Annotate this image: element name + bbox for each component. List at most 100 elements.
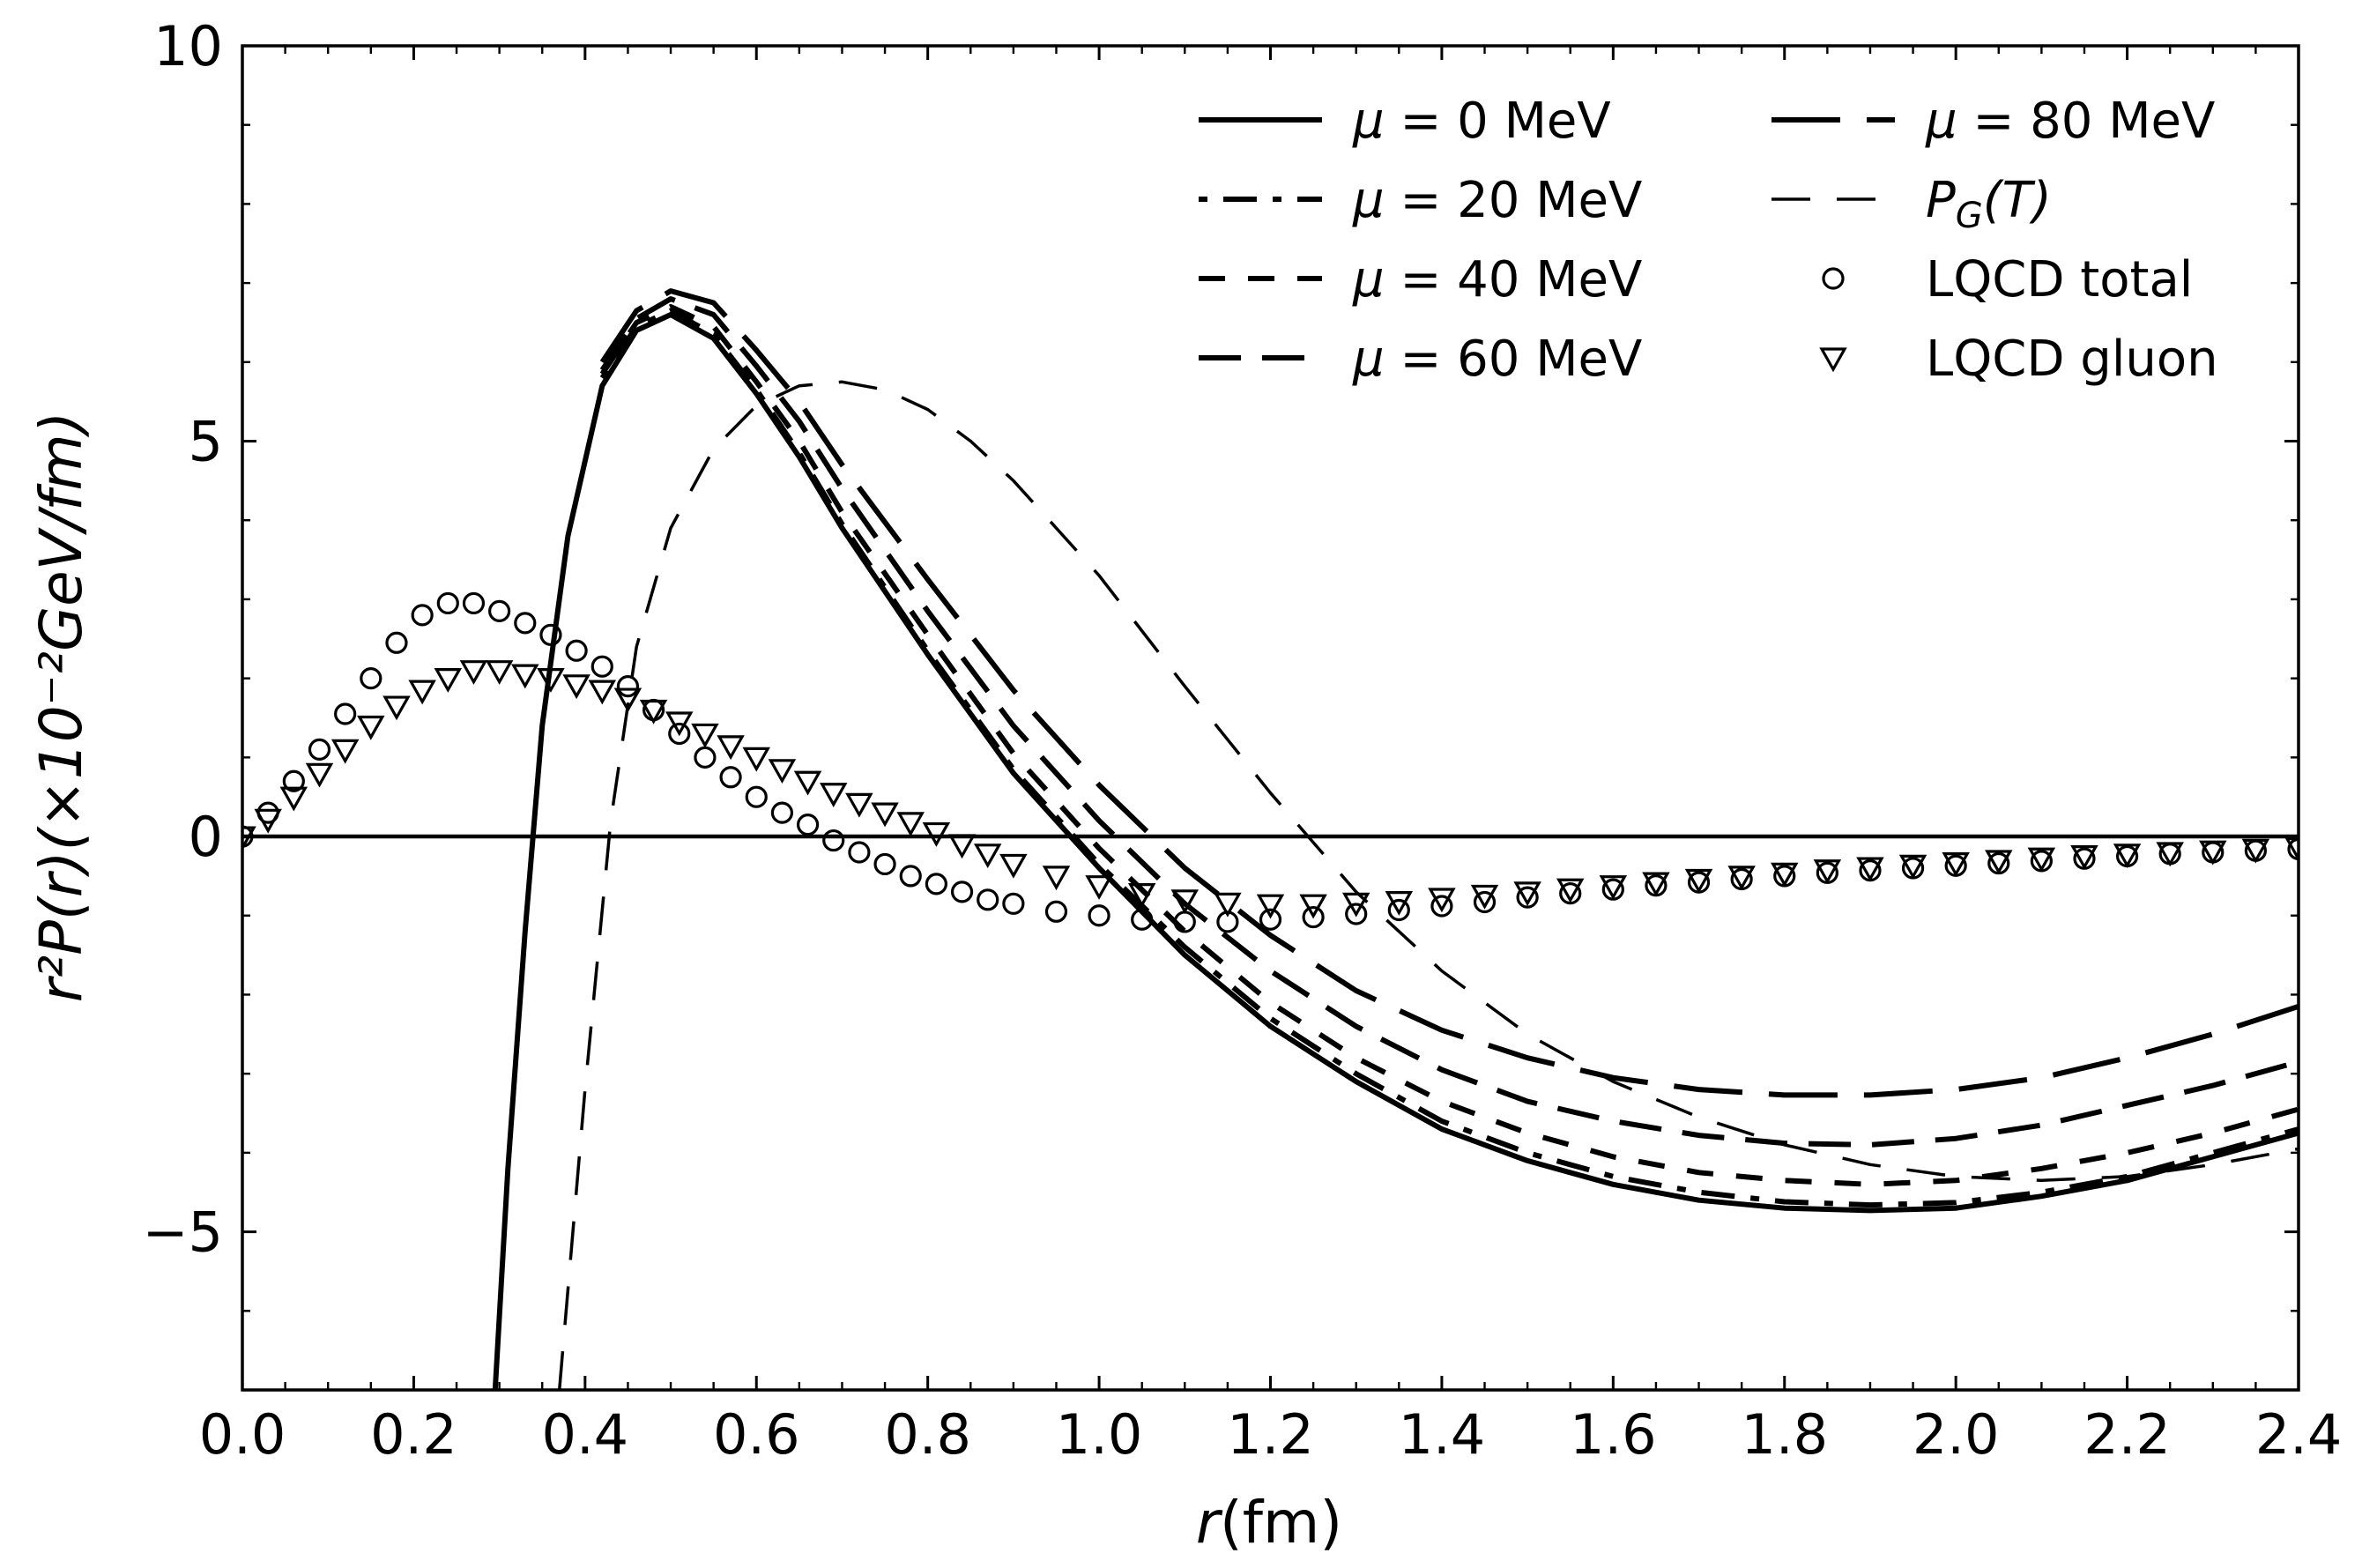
lqcd-total-point: [822, 829, 845, 852]
y-tick-label: 5: [189, 410, 223, 474]
lqcd-gluon-point: [434, 668, 463, 693]
lqcd-total-point: [514, 612, 537, 635]
y-tick-label: −5: [143, 1200, 223, 1265]
series-line-60-mev: [599, 296, 2299, 1148]
lqcd-gluon-point: [896, 812, 925, 837]
lqcd-gluon-point: [717, 735, 745, 761]
lqcd-gluon-point: [819, 783, 848, 807]
legend-label-var: P: [1926, 172, 1956, 229]
legend-label-var: μ: [1925, 93, 1957, 150]
lqcd-gluon-point: [691, 723, 719, 748]
lqcd-total-point: [411, 604, 434, 627]
legend-label-var: μ: [1352, 331, 1385, 388]
lqcd-gluon-point: [845, 792, 873, 818]
lqcd-gluon-point: [2156, 842, 2184, 867]
lqcd-total-point: [1430, 895, 1453, 918]
lqcd-gluon-point: [1127, 883, 1156, 908]
lqcd-gluon-point: [305, 762, 334, 788]
legend-label: μ = 0 MeV: [1352, 93, 1611, 150]
legend-label-rest: = 80 MeV: [1957, 93, 2216, 150]
lqcd-total-point: [2287, 837, 2299, 861]
lqcd-total-point: [719, 766, 742, 789]
lqcd-total-point: [334, 702, 357, 725]
lqcd-gluon-point: [1813, 859, 1842, 884]
x-tick-label: 0.8: [884, 1402, 971, 1467]
series-line-20-mev: [599, 308, 2299, 1208]
lqcd-gluon-point: [1942, 852, 1970, 877]
legend-label-var: μ: [1352, 251, 1385, 308]
lqcd-gluon-point: [331, 739, 360, 764]
lqcd-gluon-point: [665, 711, 694, 737]
lqcd-total-point: [770, 801, 794, 824]
lqcd-gluon-point: [1256, 894, 1285, 919]
x-tick-label: 2.4: [2255, 1402, 2343, 1467]
legend-label-var: μ: [1352, 93, 1385, 150]
plot-frame: [241, 44, 2300, 1392]
legend-label-rest: (T): [1983, 172, 2052, 229]
series-line-80-mev: [599, 288, 2299, 1098]
legend-label: μ = 20 MeV: [1352, 172, 1642, 229]
x-tick-label: 0.4: [542, 1402, 629, 1467]
x-tick-label: 1.6: [1570, 1402, 1657, 1467]
axes-layer: 0.0 0.2 0.4 0.6 0.8 1.0 1.2 1.4 1.6 1.8 2.0 2.2 2.4 −…: [143, 14, 2343, 1467]
lqcd-gluon-point: [1428, 888, 1456, 913]
lqcd-gluon-point: [1214, 892, 1242, 918]
lqcd-gluon-point: [613, 687, 642, 713]
x-tick-label: 1.0: [1056, 1402, 1143, 1467]
lqcd-total-point: [668, 722, 691, 746]
x-tick-label: 1.2: [1227, 1402, 1314, 1467]
lqcd-gluon-point: [242, 826, 256, 851]
lqcd-gluon-point: [947, 834, 977, 859]
lqcd-gluon-point: [742, 747, 770, 772]
legend-label: LQCD gluon: [1926, 331, 2218, 388]
lqcd-gluon-point: [1856, 857, 1884, 882]
lqcd-total-point: [462, 591, 486, 615]
lqcd-gluon-point: [562, 674, 590, 700]
series-line-p-g-t: [557, 380, 2299, 1390]
lqcd-gluon-point: [1985, 850, 2013, 875]
lqcd-total-point: [488, 599, 511, 622]
lqcd-total-point: [539, 623, 562, 646]
lqcd-gluon-point: [2284, 837, 2299, 862]
lqcd-total-point: [1088, 904, 1110, 927]
lqcd-gluon-point: [279, 786, 308, 812]
lqcd-total-point: [1516, 886, 1539, 909]
lqcd-gluon-point: [922, 821, 951, 847]
lqcd-gluon-point: [1642, 872, 1670, 897]
lqcd-gluon-point: [1341, 892, 1370, 918]
legend-handle-triangle: [1819, 347, 1847, 373]
lqcd-total-point: [745, 785, 768, 808]
legend-label: μ = 80 MeV: [1925, 93, 2215, 150]
lqcd-gluon-point: [1599, 875, 1628, 900]
lqcd-gluon-point: [383, 695, 411, 721]
lqcd-gluon-point: [2070, 844, 2098, 870]
legend-label-rest: = 0 MeV: [1385, 93, 1611, 150]
lqcd-total-point: [616, 675, 640, 698]
lqcd-total-point: [848, 841, 871, 864]
legend-label-rest: LQCD gluon: [1926, 331, 2218, 388]
lqcd-gluon-point: [1771, 862, 1799, 888]
lqcd-gluon-point: [1727, 866, 1756, 891]
lqcd-total-point: [1131, 908, 1154, 931]
x-tick-label: 1.8: [1741, 1402, 1828, 1467]
legend-label-sub: G: [1956, 196, 1983, 236]
lqcd-gluon-point: [1170, 889, 1200, 915]
legend-label-var: μ: [1352, 172, 1385, 229]
lqcd-total-point: [925, 873, 947, 895]
y-tick-label: 0: [189, 805, 223, 869]
lqcd-gluon-point: [973, 843, 1002, 869]
lqcd-total-point: [1302, 905, 1325, 929]
lqcd-gluon-point: [1042, 866, 1071, 891]
lqcd-gluon-point: [639, 699, 668, 725]
lqcd-total-point: [1559, 882, 1582, 905]
lqcd-gluon-point: [254, 808, 282, 834]
lqcd-total-point: [694, 746, 717, 769]
series-line-0-mev: [492, 312, 2299, 1390]
lqcd-gluon-point: [459, 660, 488, 685]
lqcd-gluon-point: [2199, 840, 2227, 866]
lqcd-gluon-point: [1556, 878, 1585, 903]
x-axis-label: r(fm): [1196, 1489, 1342, 1557]
legend-label: LQCD total: [1926, 251, 2193, 308]
lqcd-gluon-point: [1299, 894, 1327, 919]
